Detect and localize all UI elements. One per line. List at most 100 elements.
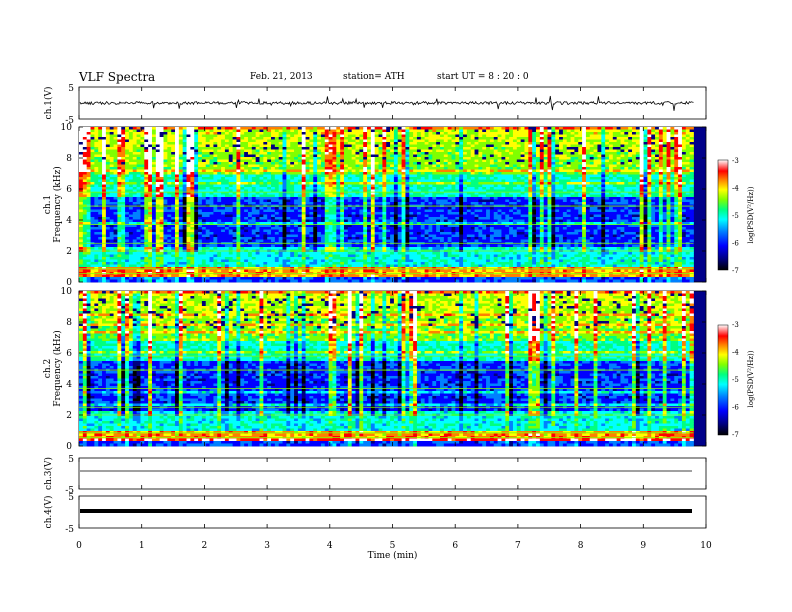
spectrogram-cell — [248, 140, 252, 143]
spectrogram-cell — [551, 170, 555, 173]
spectrogram-cell — [517, 187, 521, 190]
spectrogram-cell — [540, 135, 544, 138]
spectrogram-cell — [352, 177, 356, 180]
spectrogram-cell — [156, 202, 160, 205]
spectrogram-cell — [644, 135, 648, 138]
spectrogram-cell — [620, 137, 624, 140]
spectrogram-cell — [459, 157, 463, 160]
spectrogram-cell — [405, 130, 409, 133]
spectrogram-cell — [229, 187, 233, 190]
spectrogram-cell — [213, 157, 217, 160]
spectrogram-cell — [402, 170, 406, 173]
spectrogram-cell — [494, 200, 498, 203]
spectrogram-cell — [455, 182, 459, 185]
spectrogram-cell — [574, 140, 578, 143]
spectrogram-cell — [394, 137, 398, 140]
spectrogram-cell — [467, 145, 471, 148]
spectrogram-cell — [617, 140, 621, 143]
spectrogram-cell — [490, 135, 494, 138]
spectrogram-cell — [298, 202, 302, 205]
spectrogram-cell — [114, 195, 118, 198]
spectrogram-cell — [386, 195, 390, 198]
spectrogram-cell — [217, 170, 221, 173]
spectrogram-cell — [206, 155, 210, 158]
spectrogram-cell — [659, 135, 663, 138]
spectrogram-cell — [436, 175, 440, 178]
spectrogram-cell — [167, 167, 171, 170]
spectrogram-cell — [290, 130, 294, 133]
spectrogram-cell — [536, 132, 540, 135]
spectrogram-cell — [613, 170, 617, 173]
spectrogram-cell — [225, 165, 229, 168]
spectrogram-cell — [229, 155, 233, 158]
spectrogram-cell — [582, 142, 586, 145]
spectrogram-cell — [156, 132, 160, 135]
spectrogram-cell — [79, 170, 83, 173]
spectrogram-cell — [417, 195, 421, 198]
spectrogram-cell — [382, 127, 386, 130]
spectrogram-cell — [352, 157, 356, 160]
spectrogram-cell — [644, 152, 648, 155]
spectrogram-cell — [532, 142, 536, 145]
spectrogram-cell — [444, 140, 448, 143]
spectrogram-cell — [620, 157, 624, 160]
spectrogram-cell — [348, 187, 352, 190]
spectrogram-cell — [363, 132, 367, 135]
spectrogram-cell — [348, 200, 352, 203]
spectrogram-cell — [452, 135, 456, 138]
spectrogram-cell — [467, 167, 471, 170]
spectrogram-cell — [213, 127, 217, 130]
spectrogram-cell — [509, 177, 513, 180]
spectrogram-cell — [655, 167, 659, 170]
spectrogram-cell — [167, 137, 171, 140]
spectrogram-cell — [133, 130, 137, 133]
spectrogram-cell — [640, 175, 644, 178]
spectrogram-cell — [198, 130, 202, 133]
spectrogram-cell — [667, 197, 671, 200]
spectrogram-cell — [670, 142, 674, 145]
spectrogram-cell — [302, 167, 306, 170]
spectrogram-cell — [91, 150, 95, 153]
spectrogram-cell — [536, 155, 540, 158]
spectrogram-cell — [640, 185, 644, 188]
spectrogram-cell — [413, 157, 417, 160]
spectrogram-cell — [344, 145, 348, 148]
spectrogram-cell — [544, 132, 548, 135]
spectrogram-cell — [163, 147, 167, 150]
spectrogram-cell — [148, 130, 152, 133]
spectrogram-cell — [544, 137, 548, 140]
spectrogram-cell — [244, 127, 248, 130]
spectrogram-cell — [413, 165, 417, 168]
spectrogram-cell — [624, 187, 628, 190]
spectrogram-cell — [686, 147, 690, 150]
spectrogram-cell — [686, 175, 690, 178]
spectrogram-cell — [156, 175, 160, 178]
spectrogram-cell — [571, 147, 575, 150]
spectrogram-cell — [690, 200, 694, 203]
spectrogram-cell — [279, 180, 283, 183]
spectrogram-cell — [382, 177, 386, 180]
spectrogram-cell — [463, 155, 467, 158]
spectrogram-cell — [329, 130, 333, 133]
spectrogram-cell — [428, 177, 432, 180]
spectrogram-cell — [452, 202, 456, 205]
spectrogram-cell — [356, 185, 360, 188]
spectrogram-cell — [371, 167, 375, 170]
spectrogram-cell — [482, 195, 486, 198]
spectrogram-cell — [482, 135, 486, 138]
spectrogram-cell — [398, 185, 402, 188]
spectrogram-cell — [129, 182, 133, 185]
spectrogram-cell — [294, 200, 298, 203]
spectrogram-cell — [175, 202, 179, 205]
spectrogram-cell — [202, 155, 206, 158]
spectrogram-cell — [517, 142, 521, 145]
spectrogram-cell — [382, 175, 386, 178]
spectrogram-cell — [229, 162, 233, 165]
spectrogram-cell — [144, 202, 148, 205]
spectrogram-cell — [482, 140, 486, 143]
spectrogram-cell — [647, 162, 651, 165]
spectrogram-cell — [498, 132, 502, 135]
spectrogram-cell — [290, 150, 294, 153]
spectrogram-cell — [294, 172, 298, 175]
spectrogram-cell — [555, 150, 559, 153]
